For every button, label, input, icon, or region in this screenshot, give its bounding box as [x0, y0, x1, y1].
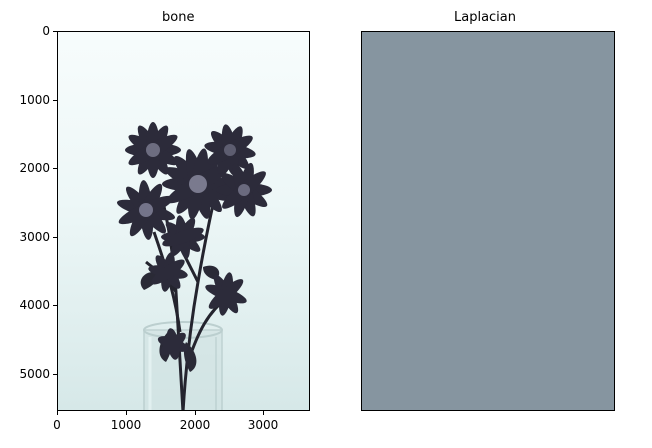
- x-tick-mark: [195, 411, 196, 415]
- y-tick-mark: [53, 374, 57, 375]
- x-tick-label: 2000: [179, 418, 211, 432]
- y-tick-label: 4000: [19, 298, 50, 312]
- y-tick-label: 0: [42, 24, 50, 38]
- flower-bouquet-image: [116, 122, 272, 410]
- x-tick-mark: [263, 411, 264, 415]
- y-tick-label: 2000: [19, 161, 50, 175]
- bone-image-panel: [57, 31, 310, 411]
- y-tick-mark: [53, 31, 57, 32]
- x-tick-mark: [57, 411, 58, 415]
- daisy-flowers: [116, 122, 272, 360]
- y-tick-mark: [53, 305, 57, 306]
- y-tick-mark: [53, 100, 57, 101]
- y-tick-label: 1000: [19, 93, 50, 107]
- y-tick-label: 5000: [19, 367, 50, 381]
- y-tick-mark: [53, 168, 57, 169]
- x-tick-label: 0: [53, 418, 61, 432]
- y-tick-mark: [53, 237, 57, 238]
- x-tick-label: 3000: [247, 418, 279, 432]
- right-plot-title: Laplacian: [454, 10, 517, 25]
- y-tick-label: 3000: [19, 230, 50, 244]
- x-tick-label: 1000: [110, 418, 142, 432]
- x-tick-mark: [126, 411, 127, 415]
- left-plot-title: bone: [162, 10, 195, 25]
- laplacian-image-panel: [361, 31, 615, 411]
